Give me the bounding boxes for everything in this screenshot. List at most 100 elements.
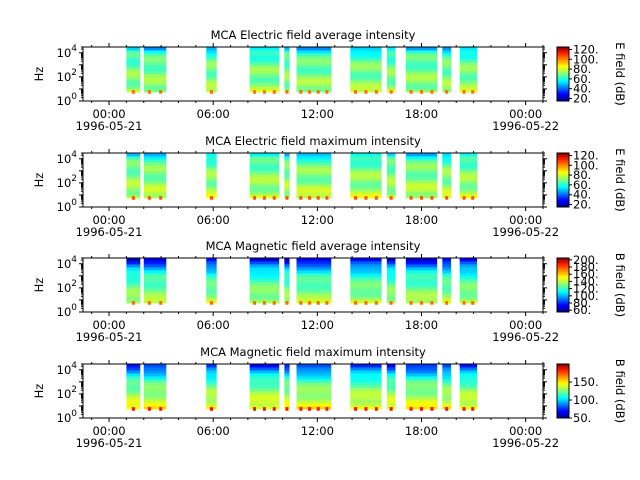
heatmap-cell: [386, 186, 396, 190]
heatmap-cell: [206, 273, 217, 277]
heatmap-cell: [386, 171, 396, 175]
heatmap-cell: [459, 397, 478, 401]
x-tick-label: 00:00: [92, 318, 125, 332]
data-interval: [459, 153, 478, 200]
heatmap-cell: [143, 174, 167, 178]
heatmap-cell: [389, 196, 393, 200]
heatmap-cell: [143, 192, 167, 196]
heatmap-cell: [386, 189, 396, 193]
heatmap-cell: [386, 264, 396, 268]
colorbar-label: B field (dB): [613, 359, 627, 423]
heatmap-cell: [126, 282, 141, 286]
heatmap-cell: [284, 297, 290, 301]
heatmap-cell: [299, 196, 303, 200]
colorbar-tick-label: 60.: [573, 303, 591, 317]
heatmap-cell: [350, 192, 382, 196]
heatmap-cell: [296, 180, 332, 184]
heatmap-cell: [249, 189, 280, 193]
heatmap-cell: [308, 407, 312, 411]
heatmap-cell: [206, 373, 217, 377]
heatmap-cell: [459, 294, 478, 298]
heatmap-cell: [296, 159, 332, 163]
heatmap-cell: [284, 65, 290, 69]
heatmap-cell: [126, 388, 141, 392]
heatmap-cell: [284, 50, 290, 54]
heatmap-cell: [462, 301, 466, 305]
colorbar: [556, 257, 570, 313]
heatmap-cell: [249, 267, 280, 271]
heatmap-cell: [143, 261, 167, 265]
data-interval: [350, 364, 382, 411]
heatmap-cell: [350, 50, 382, 54]
heatmap-cell: [389, 90, 393, 94]
date-label: 1996-05-21: [76, 225, 143, 239]
heatmap-cell: [350, 385, 382, 389]
colorbar-tick-label: 200.: [573, 253, 599, 267]
heatmap-cell: [459, 86, 478, 90]
heatmap-cell: [296, 165, 332, 169]
heatmap-cell: [442, 77, 451, 81]
colorbar-tick-label: 50.: [573, 411, 591, 425]
heatmap-cell: [143, 89, 167, 93]
heatmap-cell: [405, 83, 438, 87]
heatmap-cell: [299, 407, 303, 411]
heatmap-cell: [126, 267, 141, 271]
heatmap-cell: [206, 192, 217, 196]
heatmap-cell: [126, 168, 141, 172]
heatmap-cell: [126, 376, 141, 380]
colorbar-tick-label: 140.: [573, 274, 599, 288]
heatmap-cell: [386, 153, 396, 157]
heatmap-cell: [206, 382, 217, 386]
panel-title: MCA Magnetic field maximum intensity: [200, 345, 426, 359]
heatmap-cell: [284, 379, 290, 383]
heatmap-cell: [143, 385, 167, 389]
heatmap-cell: [459, 364, 478, 368]
data-interval: [350, 153, 382, 200]
heatmap-cell: [459, 165, 478, 169]
heatmap-cell: [386, 56, 396, 60]
heatmap-cell: [249, 370, 280, 374]
heatmap-cell: [159, 301, 163, 305]
heatmap-cell: [405, 364, 438, 368]
heatmap-cell: [350, 153, 382, 157]
heatmap-cell: [350, 394, 382, 398]
heatmap-cell: [459, 171, 478, 175]
heatmap-cell: [442, 186, 451, 190]
heatmap-cell: [131, 407, 135, 411]
heatmap-cell: [249, 391, 280, 395]
y-axis-label: Hz: [32, 278, 46, 293]
heatmap-cell: [386, 370, 396, 374]
heatmap-cell: [126, 385, 141, 389]
heatmap-cell: [442, 270, 451, 274]
heatmap-cell: [296, 297, 332, 301]
heatmap-cell: [284, 168, 290, 172]
heatmap-cell: [126, 297, 141, 301]
heatmap-cell: [206, 59, 217, 63]
heatmap-cell: [284, 56, 290, 60]
heatmap-cell: [459, 279, 478, 283]
heatmap-cell: [285, 407, 289, 411]
heatmap-cell: [206, 261, 217, 265]
heatmap-cell: [405, 397, 438, 401]
heatmap-cell: [249, 53, 280, 57]
heatmap-cell: [296, 388, 332, 392]
heatmap-cell: [386, 165, 396, 169]
heatmap-cell: [459, 168, 478, 172]
heatmap-cell: [442, 83, 451, 87]
heatmap-cell: [442, 50, 451, 54]
heatmap-cell: [459, 258, 478, 262]
heatmap-cell: [126, 83, 141, 87]
heatmap-cell: [296, 379, 332, 383]
heatmap-cell: [442, 391, 451, 395]
heatmap-cell: [386, 285, 396, 289]
heatmap-cell: [442, 56, 451, 60]
heatmap-cell: [143, 364, 167, 368]
heatmap-cell: [206, 180, 217, 184]
heatmap-cell: [405, 65, 438, 69]
data-interval: [126, 258, 141, 305]
heatmap-cell: [249, 47, 280, 51]
heatmap-cell: [405, 50, 438, 54]
heatmap-cell: [350, 59, 382, 63]
heatmap-cell: [386, 385, 396, 389]
heatmap-cell: [386, 388, 396, 392]
